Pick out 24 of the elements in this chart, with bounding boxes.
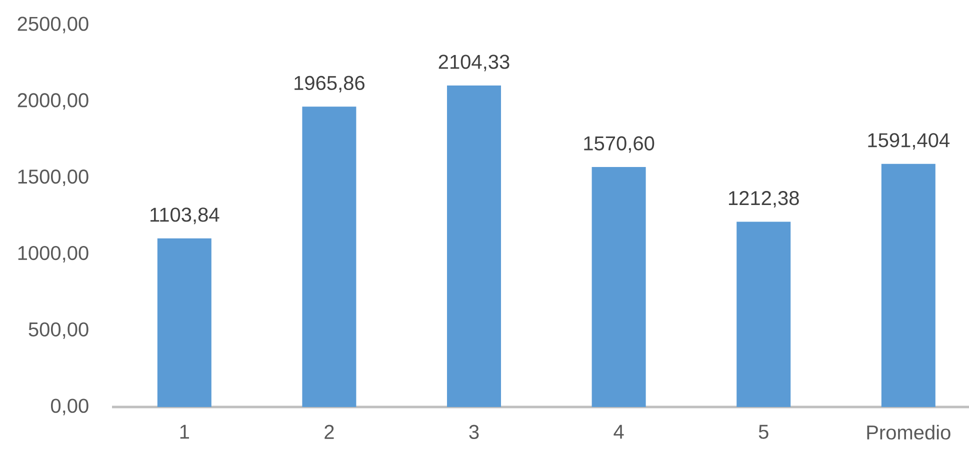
data-label: 1965,86 [294,76,364,92]
data-label: 1570,60 [584,136,654,153]
y-tick-label: 2500,00 [18,16,88,34]
data-label: 1103,84 [150,208,220,224]
y-tick-label: 0,00 [50,398,88,416]
x-tick-label: 4 [614,424,624,439]
data-label: 1591,404 [868,133,950,150]
bar [302,106,356,407]
y-tick-label: 1000,00 [18,246,88,262]
x-tick-label: 1 [180,424,189,439]
bar [736,222,791,407]
y-tick-label: 500,00 [28,322,88,339]
x-tick-label: 5 [758,424,768,439]
x-tick-label: 2 [324,424,334,439]
y-tick-label: 2000,00 [18,93,88,110]
bar [881,164,936,407]
x-tick-label: Promedio [867,424,950,440]
data-label: 1212,38 [728,191,799,208]
x-tick-label: 3 [469,424,479,440]
bar [447,85,502,407]
bar [592,167,646,407]
data-label: 2104,33 [438,54,510,72]
bar [157,238,212,407]
y-tick-label: 1500,00 [18,170,88,186]
